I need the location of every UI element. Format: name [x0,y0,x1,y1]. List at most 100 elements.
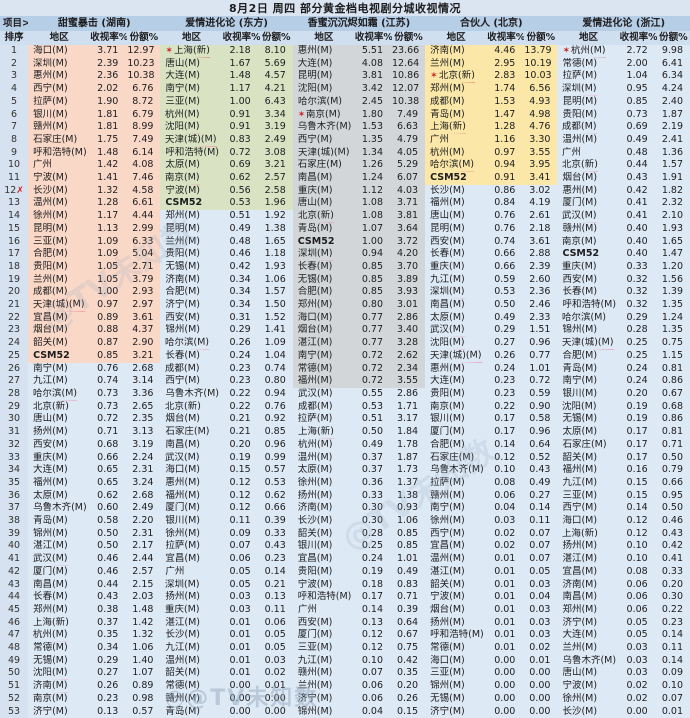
region-cell: 厦门(M) [292,629,355,643]
rating-cell: 2.45 [354,95,393,109]
rating-header: 收视率% [222,31,260,45]
share-cell: 1.38 [259,222,293,236]
share-cell: 0.22 [656,603,690,617]
red-underline-annotation: 哈尔滨(M) [297,95,342,109]
share-cell: 2.03 [127,591,161,604]
region-cell: 福州(M) [425,197,488,211]
region-cell: 无锡(M) [557,413,620,427]
rating-cell: 0.01 [222,629,260,643]
region-cell: 赣州(M) [557,222,620,236]
region-header: 地区 [160,31,223,45]
rating-cell: 0.13 [90,705,128,718]
region-cell: 西宁(M) [557,502,620,516]
rating-cell: 0.28 [354,527,393,541]
share-cell: 8.10 [259,45,293,58]
red-underline-annotation: 南京(M) [562,235,598,249]
share-cell: 1.37 [392,476,426,490]
region-name: 赣州(M) [430,489,465,501]
region-cell: 郑州(M) [292,299,355,312]
region-cell: ✶南京(M) [292,108,355,122]
rating-cell: 0.32 [619,299,657,312]
share-cell: 0.06 [259,616,293,630]
rating-cell: 0.17 [619,426,657,439]
region-cell: 扬州(M) [28,426,91,439]
region-cell: 长春(M) [160,349,223,363]
share-cell: 3.41 [524,172,558,185]
rating-cell: 1.48 [222,70,260,84]
rating-cell: 0.74 [487,235,525,249]
share-cell: 2.68 [127,362,161,376]
region-name: 合肥(M) [33,248,68,260]
red-underline-annotation: 天津(城)(M) [165,133,218,147]
share-cell: 6.34 [656,70,690,84]
region-name: 唐山(M) [33,413,68,425]
share-cell: 2.44 [127,553,161,566]
rating-cell: 0.15 [619,476,657,490]
rating-cell: 0.59 [487,273,525,287]
share-cell: 1.20 [656,260,690,274]
rating-cell: 0.62 [222,172,260,185]
region-cell: 徐州(M) [425,515,488,528]
rating-cell: 0.00 [487,705,525,718]
rating-cell: 1.47 [487,108,525,122]
region-name: 南昌(M) [430,299,465,311]
region-cell: 杭州(M) [28,629,91,643]
share-cell: 0.03 [524,603,558,617]
region-name: 昆明(M) [33,222,68,234]
share-cell: 3.70 [392,260,426,274]
region-name: 无锡(M) [165,260,201,272]
rating-cell: 0.43 [90,591,128,604]
region-cell: 哈尔滨(M) [160,337,223,350]
rating-cell: 0.19 [222,451,260,465]
rating-cell: 0.07 [222,540,260,554]
rating-cell: 0.66 [487,260,525,274]
rating-cell: 1.75 [90,133,128,147]
share-cell: 0.86 [656,413,690,427]
region-cell: 无锡(M) [425,692,488,706]
region-name: 西安(M) [562,273,598,285]
rank-cell: 49 [0,654,29,668]
share-cell: 0.76 [259,400,293,414]
region-cell: 宜昌(M) [292,553,355,566]
rank-cell: 13 [0,197,29,211]
rating-cell: 0.48 [222,235,260,249]
rating-cell: 2.95 [487,57,525,71]
region-name: 太原(M) [562,426,598,438]
rating-cell: 0.77 [354,337,393,350]
share-cell: 2.86 [392,311,426,325]
share-cell: 1.24 [656,311,690,325]
region-name: 石家庄(M) [165,426,210,438]
rating-cell: 0.12 [354,642,393,655]
rating-cell: 0.04 [354,705,393,718]
region-cell: 合肥(M) [557,349,620,363]
region-name: 银川(M) [430,413,465,425]
rank-cell: 5 [0,95,29,109]
rating-cell: 1.53 [354,121,393,134]
red-underline-annotation: 成都(M) [32,286,68,300]
red-underline-annotation: 杭州(M) [429,146,465,160]
table-row: 53 济宁(M) 0.13 0.57 青岛(M) 0.00 0.00 锦州(M) 0.04 0.1… [0,705,690,718]
rating-cell: 0.42 [222,260,260,274]
region-cell: 拉萨(M) [292,413,355,427]
rank-cell: 29 [0,400,29,414]
region-name: 西宁(M) [297,133,333,145]
share-cell: 0.05 [259,629,293,643]
rating-cell: 0.03 [222,591,260,604]
share-cell: 3.61 [524,235,558,249]
share-cell: 1.01 [392,553,426,566]
rating-cell: 0.58 [90,515,128,528]
share-cell: 1.41 [259,324,293,338]
rank-cell: 20 [0,286,29,300]
region-cell: 三亚(M) [557,489,620,503]
share-cell: 0.07 [524,540,558,554]
table-row: 31 扬州(M) 0.71 3.13 石家庄(M) 0.21 0.85 上海(新) 0.50 1.… [0,426,690,439]
region-cell: 韶关(M) [292,527,355,541]
share-cell: 0.43 [656,527,690,541]
region-name: 西宁(M) [165,375,201,387]
rating-cell: 0.72 [354,349,393,363]
rank-cell: 33 [0,451,29,465]
rank-cell: 48 [0,642,29,655]
region-name: 南宁(M) [562,375,598,387]
rating-cell: 1.05 [90,260,128,274]
share-cell: 12.64 [392,57,426,71]
